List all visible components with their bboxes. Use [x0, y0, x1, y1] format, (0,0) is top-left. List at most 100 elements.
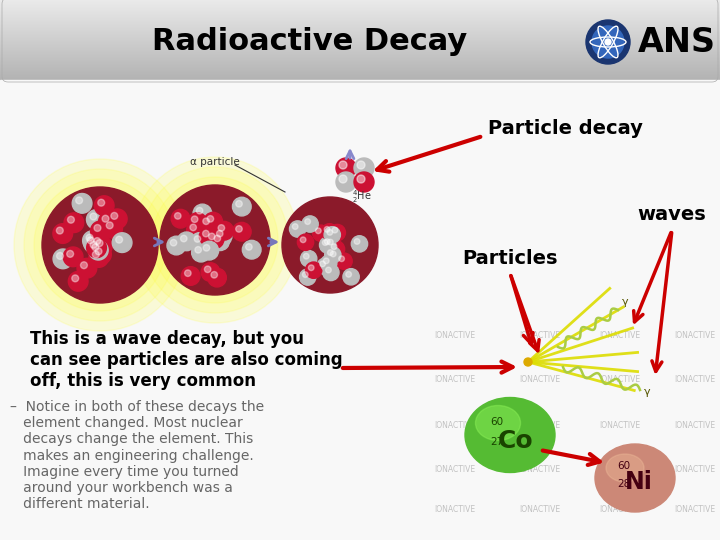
Circle shape — [328, 239, 333, 245]
Circle shape — [300, 251, 317, 267]
Circle shape — [68, 217, 74, 223]
Circle shape — [96, 240, 103, 247]
Bar — [0, 24, 720, 25]
Bar — [0, 3, 720, 4]
Circle shape — [320, 255, 337, 272]
Bar — [0, 72, 720, 73]
Circle shape — [190, 224, 197, 231]
Circle shape — [142, 167, 288, 313]
Text: IONACTIVE: IONACTIVE — [600, 375, 641, 384]
Circle shape — [160, 185, 270, 295]
Circle shape — [95, 248, 102, 255]
Circle shape — [89, 240, 108, 260]
Circle shape — [357, 161, 365, 169]
Ellipse shape — [595, 444, 675, 512]
Circle shape — [328, 248, 344, 265]
Circle shape — [116, 236, 122, 243]
Circle shape — [243, 240, 261, 259]
Bar — [0, 25, 720, 26]
Circle shape — [324, 226, 330, 232]
Text: 27: 27 — [490, 437, 503, 447]
Circle shape — [191, 232, 210, 251]
Bar — [0, 80, 720, 540]
Circle shape — [336, 253, 352, 269]
Circle shape — [181, 267, 200, 285]
Circle shape — [81, 262, 87, 269]
Circle shape — [354, 158, 374, 178]
Circle shape — [289, 221, 306, 237]
Circle shape — [321, 224, 338, 240]
Circle shape — [303, 253, 309, 259]
Circle shape — [68, 272, 88, 291]
Bar — [0, 65, 720, 66]
Circle shape — [320, 237, 336, 253]
Bar — [0, 54, 720, 55]
Bar — [0, 5, 720, 6]
Circle shape — [323, 264, 339, 281]
Text: IONACTIVE: IONACTIVE — [519, 330, 561, 340]
Circle shape — [315, 228, 321, 234]
Circle shape — [111, 212, 118, 219]
Text: –  Notice in both of these decays the
   element changed. Most nuclear
   decays: – Notice in both of these decays the ele… — [10, 400, 264, 511]
Circle shape — [211, 272, 217, 278]
Bar — [0, 70, 720, 71]
Bar — [0, 38, 720, 39]
Bar — [0, 12, 720, 13]
Circle shape — [192, 216, 198, 222]
Circle shape — [87, 237, 94, 244]
Bar — [0, 20, 720, 21]
Circle shape — [84, 233, 104, 253]
Text: α particle: α particle — [190, 157, 240, 167]
Circle shape — [193, 204, 212, 223]
Bar — [0, 9, 720, 10]
Bar — [0, 36, 720, 37]
Bar — [0, 41, 720, 42]
Circle shape — [213, 227, 232, 246]
Circle shape — [292, 224, 298, 230]
Circle shape — [235, 226, 242, 232]
Circle shape — [177, 232, 196, 251]
Bar — [0, 17, 720, 18]
Text: 28: 28 — [617, 479, 630, 489]
Circle shape — [201, 263, 220, 281]
Bar — [0, 13, 720, 14]
Circle shape — [202, 231, 209, 237]
Circle shape — [170, 239, 177, 246]
Bar — [0, 51, 720, 52]
Circle shape — [86, 234, 93, 241]
Bar — [0, 56, 720, 57]
Text: IONACTIVE: IONACTIVE — [675, 465, 716, 475]
Circle shape — [86, 238, 107, 258]
Circle shape — [53, 224, 73, 244]
Circle shape — [325, 247, 341, 263]
Circle shape — [320, 261, 325, 267]
Bar — [0, 11, 720, 12]
Bar — [0, 16, 720, 17]
Bar — [0, 2, 720, 3]
Circle shape — [325, 267, 331, 273]
Bar — [0, 10, 720, 11]
Circle shape — [94, 238, 101, 245]
Bar — [0, 1, 720, 2]
Circle shape — [305, 262, 322, 278]
Text: IONACTIVE: IONACTIVE — [675, 375, 716, 384]
Circle shape — [297, 234, 314, 251]
Circle shape — [323, 258, 329, 264]
Circle shape — [327, 230, 333, 235]
Circle shape — [192, 243, 210, 262]
Bar — [0, 78, 720, 79]
Circle shape — [194, 235, 201, 242]
Circle shape — [354, 172, 374, 192]
Circle shape — [77, 258, 96, 278]
Text: This is a wave decay, but you
can see particles are also coming
off, this is ver: This is a wave decay, but you can see pa… — [30, 330, 343, 389]
Text: IONACTIVE: IONACTIVE — [434, 505, 476, 515]
Circle shape — [207, 215, 214, 222]
Circle shape — [72, 275, 78, 282]
Text: IONACTIVE: IONACTIVE — [600, 465, 641, 475]
Bar — [0, 26, 720, 27]
Bar — [0, 74, 720, 75]
Circle shape — [90, 241, 97, 248]
Text: IONACTIVE: IONACTIVE — [434, 330, 476, 340]
Text: 60: 60 — [490, 417, 503, 427]
Circle shape — [205, 230, 224, 248]
